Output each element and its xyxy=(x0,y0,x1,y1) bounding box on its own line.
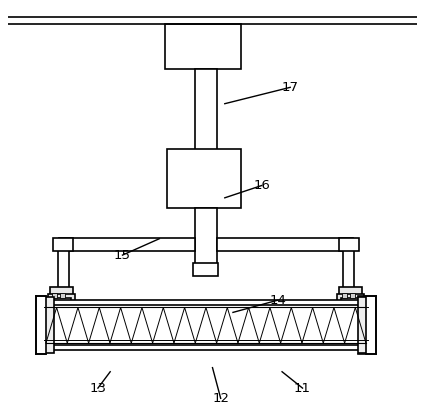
Bar xyxy=(60,293,65,297)
Bar xyxy=(39,300,373,350)
Bar xyxy=(165,24,241,69)
Bar xyxy=(342,293,347,297)
Bar xyxy=(195,208,218,265)
Bar xyxy=(59,238,195,251)
Bar xyxy=(343,249,354,295)
Bar xyxy=(366,296,376,354)
Bar xyxy=(339,287,362,296)
Bar xyxy=(195,69,218,167)
Bar xyxy=(358,297,373,353)
Bar xyxy=(36,296,46,354)
Text: 17: 17 xyxy=(282,81,299,94)
Text: 13: 13 xyxy=(89,382,106,395)
Bar xyxy=(51,298,71,305)
Text: 15: 15 xyxy=(114,248,131,262)
Bar xyxy=(48,294,75,301)
Bar xyxy=(339,238,359,251)
Bar xyxy=(167,149,241,208)
Text: 16: 16 xyxy=(253,179,270,192)
Bar xyxy=(39,297,54,353)
Bar xyxy=(337,294,364,301)
Bar xyxy=(341,298,361,305)
Bar xyxy=(44,305,368,345)
Bar xyxy=(58,249,69,295)
Bar xyxy=(53,238,74,251)
Bar xyxy=(193,263,218,276)
Bar xyxy=(350,293,355,297)
Text: 12: 12 xyxy=(212,392,229,405)
Bar xyxy=(218,238,353,251)
Bar xyxy=(52,293,57,297)
Bar xyxy=(50,287,73,296)
Text: 11: 11 xyxy=(294,382,311,395)
Text: 14: 14 xyxy=(269,294,286,307)
